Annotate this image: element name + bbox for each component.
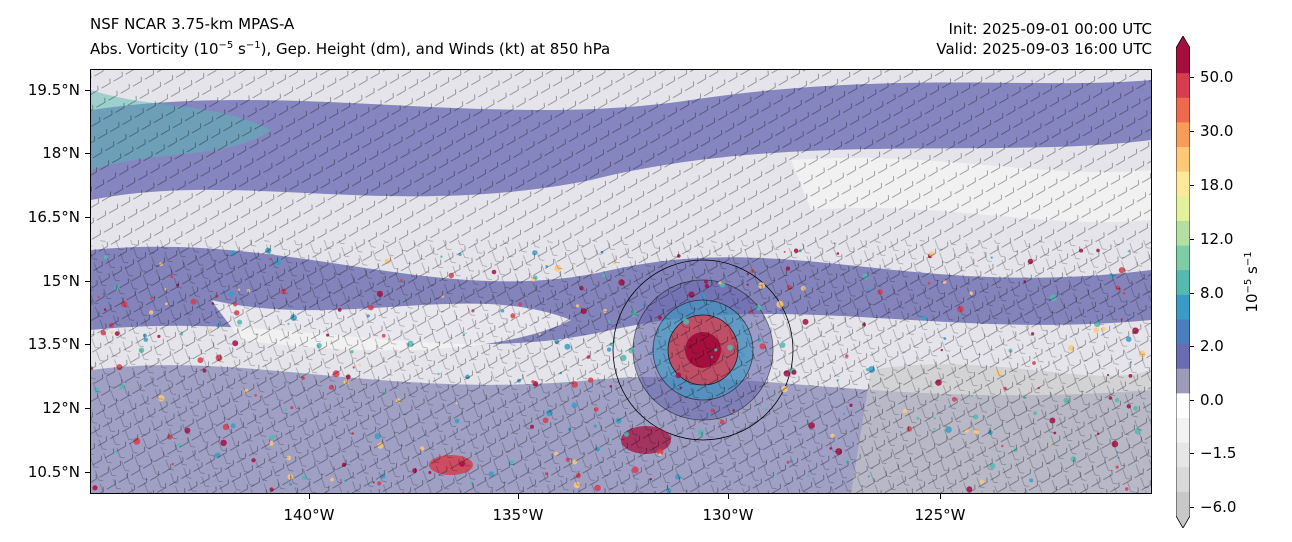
vorticity-map [90,69,1152,494]
colorbar-segment [1176,121,1190,148]
lat-tick [85,344,90,345]
colorbar-label: 30.0 [1200,122,1234,140]
colorbar-label: 0.0 [1200,391,1224,409]
lat-label: 18°N [42,144,80,162]
colorbar-label: 50.0 [1200,68,1234,86]
colorbar-tick [1190,131,1194,132]
colorbar-tick [1190,507,1194,508]
colorbar-label: −1.5 [1200,444,1237,462]
lon-label: 125°W [914,506,966,524]
colorbar-label: 18.0 [1200,176,1234,194]
colorbar-tick [1190,293,1194,294]
colorbar-label: 2.0 [1200,337,1224,355]
lat-label: 15°N [42,272,80,290]
lat-label: 19.5°N [27,81,80,99]
field-title: Abs. Vorticity (10−5 s−1), Gep. Height (… [90,40,611,58]
colorbar-segment [1176,269,1190,295]
colorbar-segment [1176,417,1190,443]
colorbar-extend-max [1176,36,1190,48]
lon-tick [728,494,729,499]
colorbar-label: 8.0 [1200,284,1224,302]
valid-time: Valid: 2025-09-03 16:00 UTC [936,40,1152,58]
colorbar-segment [1176,195,1190,221]
colorbar-tick [1190,77,1194,78]
lat-tick [85,281,90,282]
lon-label: 135°W [492,506,544,524]
colorbar-segment [1176,97,1190,123]
model-title: NSF NCAR 3.75-km MPAS-A [90,15,295,33]
colorbar-label: 12.0 [1200,230,1234,248]
colorbar-tick [1190,400,1194,401]
lon-tick [940,494,941,499]
colorbar-extend-min [1176,516,1190,528]
colorbar-segment [1176,491,1190,517]
colorbar-segment [1176,392,1190,418]
colorbar-segment [1176,48,1190,74]
colorbar-segment [1176,171,1190,197]
colorbar-segment [1176,294,1190,320]
init-time: Init: 2025-09-01 00:00 UTC [948,20,1152,38]
lon-tick [309,494,310,499]
colorbar-tick [1190,453,1194,454]
colorbar-segment [1176,343,1190,369]
lat-label: 16.5°N [27,208,80,226]
colorbar-segment [1176,245,1190,271]
colorbar [1176,36,1190,528]
colorbar-segment [1176,220,1190,246]
colorbar-segment [1176,72,1190,98]
colorbar-segment [1176,146,1190,172]
colorbar-segment [1176,466,1190,492]
lat-tick [85,408,90,409]
lon-label: 130°W [702,506,754,524]
colorbar-segment [1176,318,1190,345]
lat-tick [85,472,90,473]
lat-tick [85,153,90,154]
lat-tick [85,217,90,218]
lat-label: 13.5°N [27,335,80,353]
lat-label: 10.5°N [27,463,80,481]
lon-tick [518,494,519,499]
colorbar-segment [1176,368,1190,394]
colorbar-tick [1190,185,1194,186]
colorbar-segment [1176,442,1190,468]
lat-label: 12°N [42,399,80,417]
map-canvas [91,70,1151,493]
colorbar-tick [1190,346,1194,347]
lat-tick [85,90,90,91]
colorbar-title: 10−5 s−1 [1243,251,1261,313]
colorbar-tick [1190,239,1194,240]
colorbar-label: −6.0 [1200,498,1237,516]
lon-label: 140°W [283,506,335,524]
